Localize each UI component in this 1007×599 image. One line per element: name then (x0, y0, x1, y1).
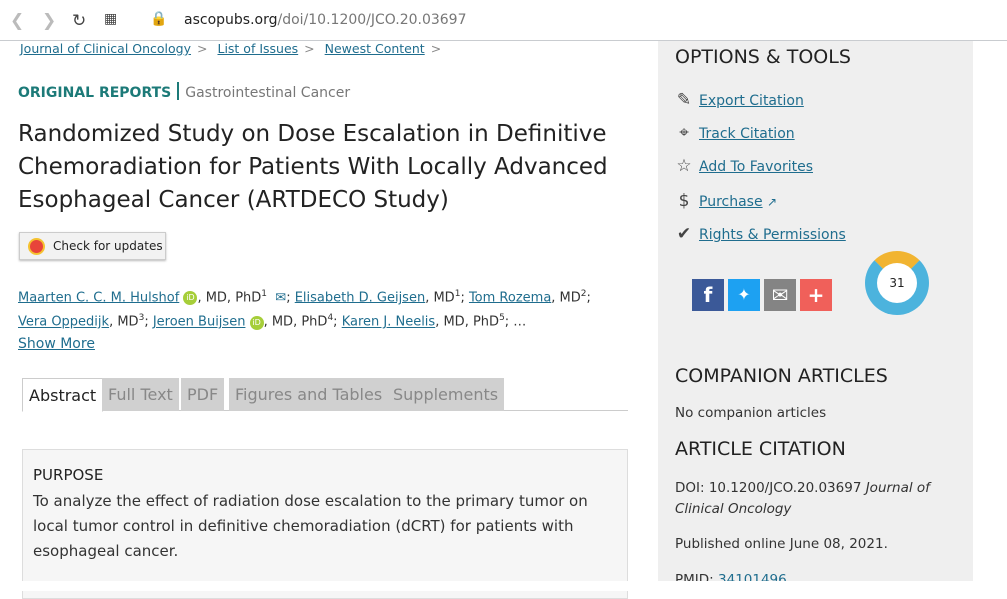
author-degree: , MD (425, 290, 455, 306)
doi: DOI: 10.1200/JCO.20.03697 (675, 480, 866, 496)
affiliation: 2 (580, 289, 587, 299)
article-section: Gastrointestinal Cancer (185, 85, 351, 101)
track-citation-link[interactable]: Track Citation (699, 126, 795, 142)
companion-title: COMPANION ARTICLES (675, 365, 888, 387)
browser-toolbar: ❮ ❯ ↻ ▦ 🔒 ascopubs.org/doi/10.1200/JCO.2… (0, 0, 1007, 41)
breadcrumb-newest[interactable]: Newest Content (324, 41, 425, 56)
back-icon[interactable]: ❮ (10, 11, 25, 31)
citation-title: ARTICLE CITATION (675, 438, 846, 460)
journal-name: Journal of Clinical Oncology (675, 480, 930, 517)
crossmark-icon (28, 238, 45, 255)
altmetric-badge[interactable]: 31 (865, 251, 929, 315)
citation-text: DOI: 10.1200/JCO.20.03697 Journal of Cli… (675, 478, 965, 520)
track-citation[interactable]: ⌖ Track Citation (673, 123, 795, 143)
tab-figures-tables[interactable]: Figures and Tables (229, 378, 389, 411)
more-share-icon[interactable]: + (800, 279, 832, 311)
affiliation: 5 (499, 313, 505, 324)
orcid-icon[interactable]: iD (183, 291, 198, 306)
forward-icon[interactable]: ❯ (42, 11, 57, 31)
tab-pdf[interactable]: PDF (181, 378, 225, 411)
abstract-box: PURPOSE To analyze the effect of radiati… (22, 449, 628, 599)
affiliation: 1 (454, 289, 461, 299)
author-list: Maarten C. C. M. Hulshof iD, MD, PhD1 ✉;… (18, 289, 591, 330)
add-favorites[interactable]: ☆ Add To Favorites (673, 156, 813, 176)
purchase-link[interactable]: Purchase (699, 194, 763, 210)
author-link[interactable]: Maarten C. C. M. Hulshof (18, 290, 180, 306)
author-link[interactable]: Vera Oppedijk (18, 314, 110, 330)
address-bar[interactable]: ascopubs.org/doi/10.1200/JCO.20.03697 (184, 12, 467, 28)
affiliation: 4 (327, 313, 334, 324)
export-icon: ✎ (676, 90, 692, 110)
tab-abstract[interactable]: Abstract (22, 378, 104, 412)
author-link[interactable]: Jeroen Buijsen (152, 314, 246, 330)
options-title: OPTIONS & TOOLS (675, 46, 851, 68)
tab-supplements[interactable]: Supplements (387, 378, 505, 411)
check-circle-icon: ✔ (676, 224, 692, 244)
author-degree: , MD, PhD (435, 314, 500, 330)
author-link[interactable]: Karen J. Neelis (341, 314, 436, 330)
author-degree: , MD (109, 314, 139, 330)
published-date: Published online June 08, 2021. (675, 536, 888, 552)
show-more-link[interactable]: Show More (18, 336, 95, 352)
affiliation: 1 (261, 289, 268, 299)
affiliation: 3 (138, 313, 145, 324)
url-path: /doi/10.1200/JCO.20.03697 (277, 12, 467, 28)
export-citation[interactable]: ✎ Export Citation (673, 90, 804, 110)
rights-permissions[interactable]: ✔ Rights & Permissions (673, 224, 846, 244)
export-citation-link[interactable]: Export Citation (699, 93, 804, 109)
orcid-icon[interactable]: iD (249, 315, 264, 330)
viewport-edge (0, 581, 1007, 591)
purchase[interactable]: $ Purchase ↗ (673, 191, 778, 211)
reload-icon[interactable]: ↻ (72, 11, 87, 31)
star-icon: ☆ (676, 156, 692, 176)
lock-icon: 🔒 (150, 11, 168, 27)
twitter-share-icon[interactable]: ✦ (728, 279, 760, 311)
author-link[interactable]: Tom Rozema (468, 290, 552, 306)
facebook-share-icon[interactable]: f (692, 279, 724, 311)
abstract-text: To analyze the effect of radiation dose … (33, 492, 588, 560)
email-share-icon[interactable]: ✉ (764, 279, 796, 311)
author-degree: , MD, PhD (197, 290, 262, 306)
breadcrumb: Journal of Clinical Oncology > List of Is… (20, 41, 442, 56)
tab-full-text[interactable]: Full Text (102, 378, 179, 411)
dollar-icon: $ (678, 191, 690, 211)
article-type-label: ORIGINAL REPORTS (18, 85, 172, 101)
article-tabs: Abstract Full Text PDF Figures and Table… (22, 378, 628, 412)
page-title: Randomized Study on Dose Escalation in D… (18, 121, 608, 213)
abstract-heading: PURPOSE (33, 466, 104, 484)
rights-link[interactable]: Rights & Permissions (699, 227, 846, 243)
apps-icon[interactable]: ▦ (104, 11, 118, 27)
url-host: ascopubs.org (184, 12, 278, 28)
sidebar: OPTIONS & TOOLS ✎ Export Citation ⌖ Track … (658, 41, 973, 588)
check-updates-label: Check for updates (53, 239, 163, 253)
external-link-icon: ↗ (767, 195, 778, 209)
breadcrumb-journal[interactable]: Journal of Clinical Oncology (20, 41, 192, 56)
add-favorites-link[interactable]: Add To Favorites (699, 159, 813, 175)
crosshair-icon: ⌖ (679, 123, 689, 143)
author-degree: , MD (551, 290, 581, 306)
author-link[interactable]: Elisabeth D. Geijsen (294, 290, 426, 306)
breadcrumb-issues[interactable]: List of Issues (217, 41, 299, 56)
check-updates-button[interactable]: Check for updates (19, 232, 166, 260)
email-icon[interactable]: ✉ (275, 290, 287, 306)
companion-text: No companion articles (675, 405, 827, 421)
article-type: ORIGINAL REPORTS Gastrointestinal Cancer (18, 82, 350, 101)
author-degree: , MD, PhD (263, 314, 328, 330)
